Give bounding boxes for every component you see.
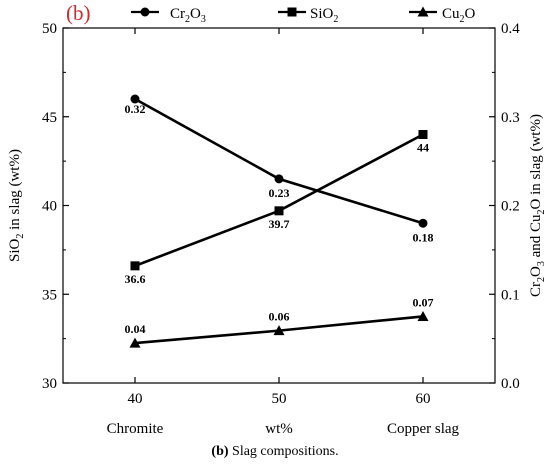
series-line-cr2o3 <box>134 97 424 225</box>
legend-marker-circle <box>140 7 150 17</box>
caption-text: Slag compositions. <box>228 444 339 459</box>
data-point-cu2o <box>417 310 429 321</box>
panel-label: (b) <box>66 1 91 25</box>
data-label-cr2o3: 0.18 <box>413 230 434 244</box>
legend-label: SiO2​ <box>310 6 338 25</box>
right-y-tick-label: 0.2 <box>501 199 520 215</box>
right-y-axis-title: Cr2​O3​ and Cu2​O in slag (wt%) <box>528 114 547 297</box>
data-label-cu2o: 0.06 <box>269 310 290 324</box>
legend-item-sio2: SiO2​ <box>278 6 338 25</box>
legend-marker-triangle <box>417 6 429 17</box>
chart: 40 Chromite 50 wt% 60 Copper slag 30 35 40 45 50 0.… <box>7 1 547 437</box>
legend-label: Cu2​O <box>442 6 476 25</box>
data-label-sio2: 36.6 <box>125 272 146 286</box>
left-y-tick-label: 30 <box>42 376 57 392</box>
legend-item-cu2o: Cu2​O <box>409 6 476 25</box>
data-label-cu2o: 0.07 <box>413 295 434 309</box>
data-label-cr2o3: 0.32 <box>125 102 146 116</box>
left-y-tick-label: 40 <box>42 199 57 215</box>
legend: Cr2​O3​ SiO2​ Cu2​O <box>131 6 476 25</box>
x-tick-label: 50 <box>272 391 287 407</box>
data-point-cu2o <box>129 337 141 348</box>
x-tick-label: 40 <box>128 391 143 407</box>
series-layer <box>129 94 429 348</box>
data-label-sio2: 44 <box>417 141 429 155</box>
data-label-cu2o: 0.04 <box>125 322 146 336</box>
data-point-cr2o3 <box>418 218 428 228</box>
data-labels: 0.32 0.23 0.18 36.6 39.7 44 0.04 0.06 0.07 <box>125 102 434 336</box>
left-y-axis-title: SiO2​ in slag (wt%) <box>7 149 26 262</box>
x-category-label: wt% <box>265 421 293 437</box>
axes: 40 Chromite 50 wt% 60 Copper slag 30 35 40 45 50 0.… <box>7 21 547 437</box>
data-point-sio2 <box>274 206 284 216</box>
left-y-tick-label: 35 <box>42 287 57 303</box>
data-point-sio2 <box>418 130 428 139</box>
legend-marker-square <box>287 7 297 17</box>
left-y-tick-label: 45 <box>42 110 57 126</box>
right-y-tick-label: 0.1 <box>501 287 520 303</box>
legend-item-cr2o3: Cr2​O3​ <box>131 6 206 25</box>
data-point-cu2o <box>273 325 285 336</box>
right-y-tick-label: 0.0 <box>501 376 520 392</box>
data-point-sio2 <box>130 261 140 271</box>
x-category-label: Chromite <box>107 421 164 437</box>
legend-label: Cr2​O3​ <box>170 6 206 25</box>
data-point-cr2o3 <box>274 174 284 184</box>
right-y-tick-label: 0.3 <box>501 110 520 126</box>
caption-label: (b) <box>211 444 229 459</box>
figure-caption: (b) Slag compositions. <box>0 444 550 460</box>
data-point-cr2o3 <box>130 94 140 104</box>
series-line-sio2 <box>134 133 424 268</box>
data-label-sio2: 39.7 <box>269 217 290 231</box>
data-label-cr2o3: 0.23 <box>269 186 290 200</box>
left-y-tick-label: 50 <box>42 21 57 37</box>
right-y-tick-label: 0.4 <box>501 21 520 37</box>
x-tick-label: 60 <box>416 391 431 407</box>
x-category-label: Copper slag <box>387 421 460 437</box>
